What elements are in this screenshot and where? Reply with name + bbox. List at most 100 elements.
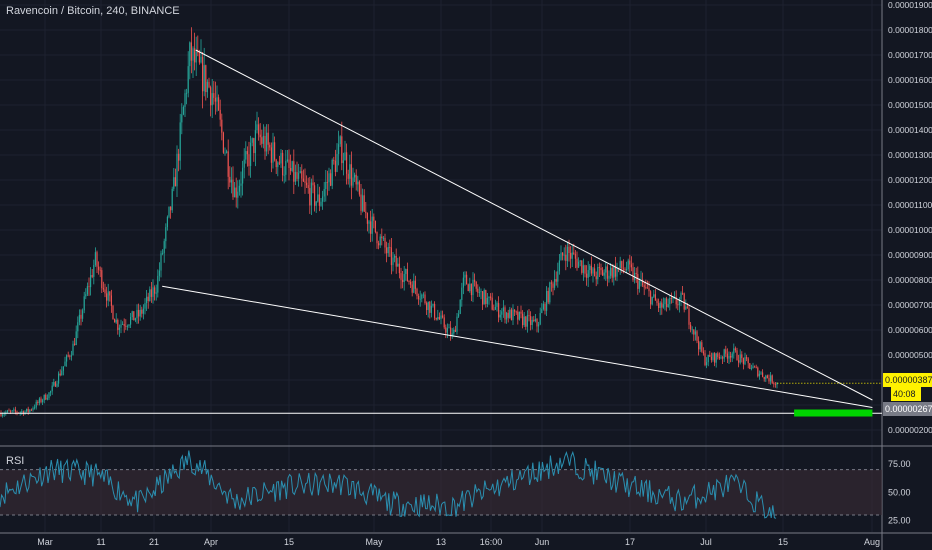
candle-body [134,318,136,321]
candle-body [677,304,679,306]
candle-body [53,382,55,386]
candle-body [773,383,775,384]
candle-body [483,290,485,305]
candle-body [605,266,607,273]
candle-body [259,134,261,138]
candle-body [760,372,762,374]
candle-body [698,340,700,350]
candle-body [578,261,580,268]
candle-body [690,324,692,330]
candle-body [418,295,420,300]
candle-body [200,56,202,63]
candle-body [701,342,703,352]
candle-body [589,265,591,271]
candle-body [61,370,63,376]
y-tick-label: 0.00000800 [888,275,932,285]
candle-body [485,290,487,304]
y-tick-label: 0.00001400 [888,125,932,135]
candle-body [389,246,391,248]
candle-body [622,268,624,270]
candle-body [522,313,524,326]
candle-body [112,305,114,320]
candle-body [629,260,631,265]
candle-body [216,97,218,102]
y-tick-label: 0.00001000 [888,225,932,235]
candle-body [363,195,365,212]
candle-body [98,266,100,270]
candle-body [6,410,8,413]
target-zone [794,409,873,417]
candle-body [696,331,698,341]
candle-body [285,160,287,175]
candle-body [283,174,285,176]
candle-body [30,409,32,411]
candle-body [350,164,352,186]
candle-body [632,267,634,280]
candle-body [165,227,167,242]
candle-body [608,275,610,279]
candle-body [466,274,468,285]
candle-body [448,327,450,329]
x-tick-label: 15 [778,537,788,547]
candle-body [658,303,660,309]
candle-body [395,255,397,267]
candle-body [621,261,623,269]
candle-body [506,312,508,320]
candle-body [547,290,549,303]
candle-body [539,313,541,325]
candle-body [728,356,730,359]
candle-body [317,194,319,202]
candle-body [442,315,444,318]
candle-body [523,316,525,326]
x-tick-label: Jul [700,537,712,547]
candle-body [429,301,431,313]
candle-body [494,306,496,310]
candle-body [456,316,458,332]
candle-body [78,314,80,323]
candle-body [552,283,554,288]
candle-body [334,160,336,172]
candle-body [515,311,517,313]
candle-body [227,151,229,177]
candle-body [611,267,613,278]
candle-body [712,353,714,360]
y-tick-label: 0.00001800 [888,25,932,35]
candle-body [349,164,351,179]
candle-body [344,152,346,161]
candle-body [746,357,748,359]
candle-body [678,299,680,306]
candle-body [147,296,149,301]
y-tick-label: 0.00001300 [888,150,932,160]
candle-body [693,329,695,335]
candle-body [150,289,152,297]
candle-body [531,320,533,326]
candle-body [214,97,216,102]
candle-body [360,194,362,211]
candle-body [208,81,210,88]
candle-body [104,289,106,294]
candle-body [206,81,208,93]
candle-body [661,302,663,308]
candle-body [218,97,220,110]
candle-body [366,213,368,224]
candle-body [554,279,556,288]
candle-body [707,354,709,363]
x-tick-label: 17 [625,537,635,547]
candle-body [733,348,735,354]
candle-body [203,65,205,92]
candle-body [94,252,96,266]
candle-body [131,311,133,317]
candle-body [738,360,740,363]
candle-body [392,257,394,266]
candle-body [635,272,637,275]
candle-body [299,171,301,174]
candle-body [122,324,124,325]
candle-body [613,265,615,278]
candle-body [419,298,421,300]
candle-body [566,246,568,261]
candle-body [194,48,196,63]
candle-body [107,291,109,301]
candle-body [656,300,658,304]
candle-body [645,287,647,289]
